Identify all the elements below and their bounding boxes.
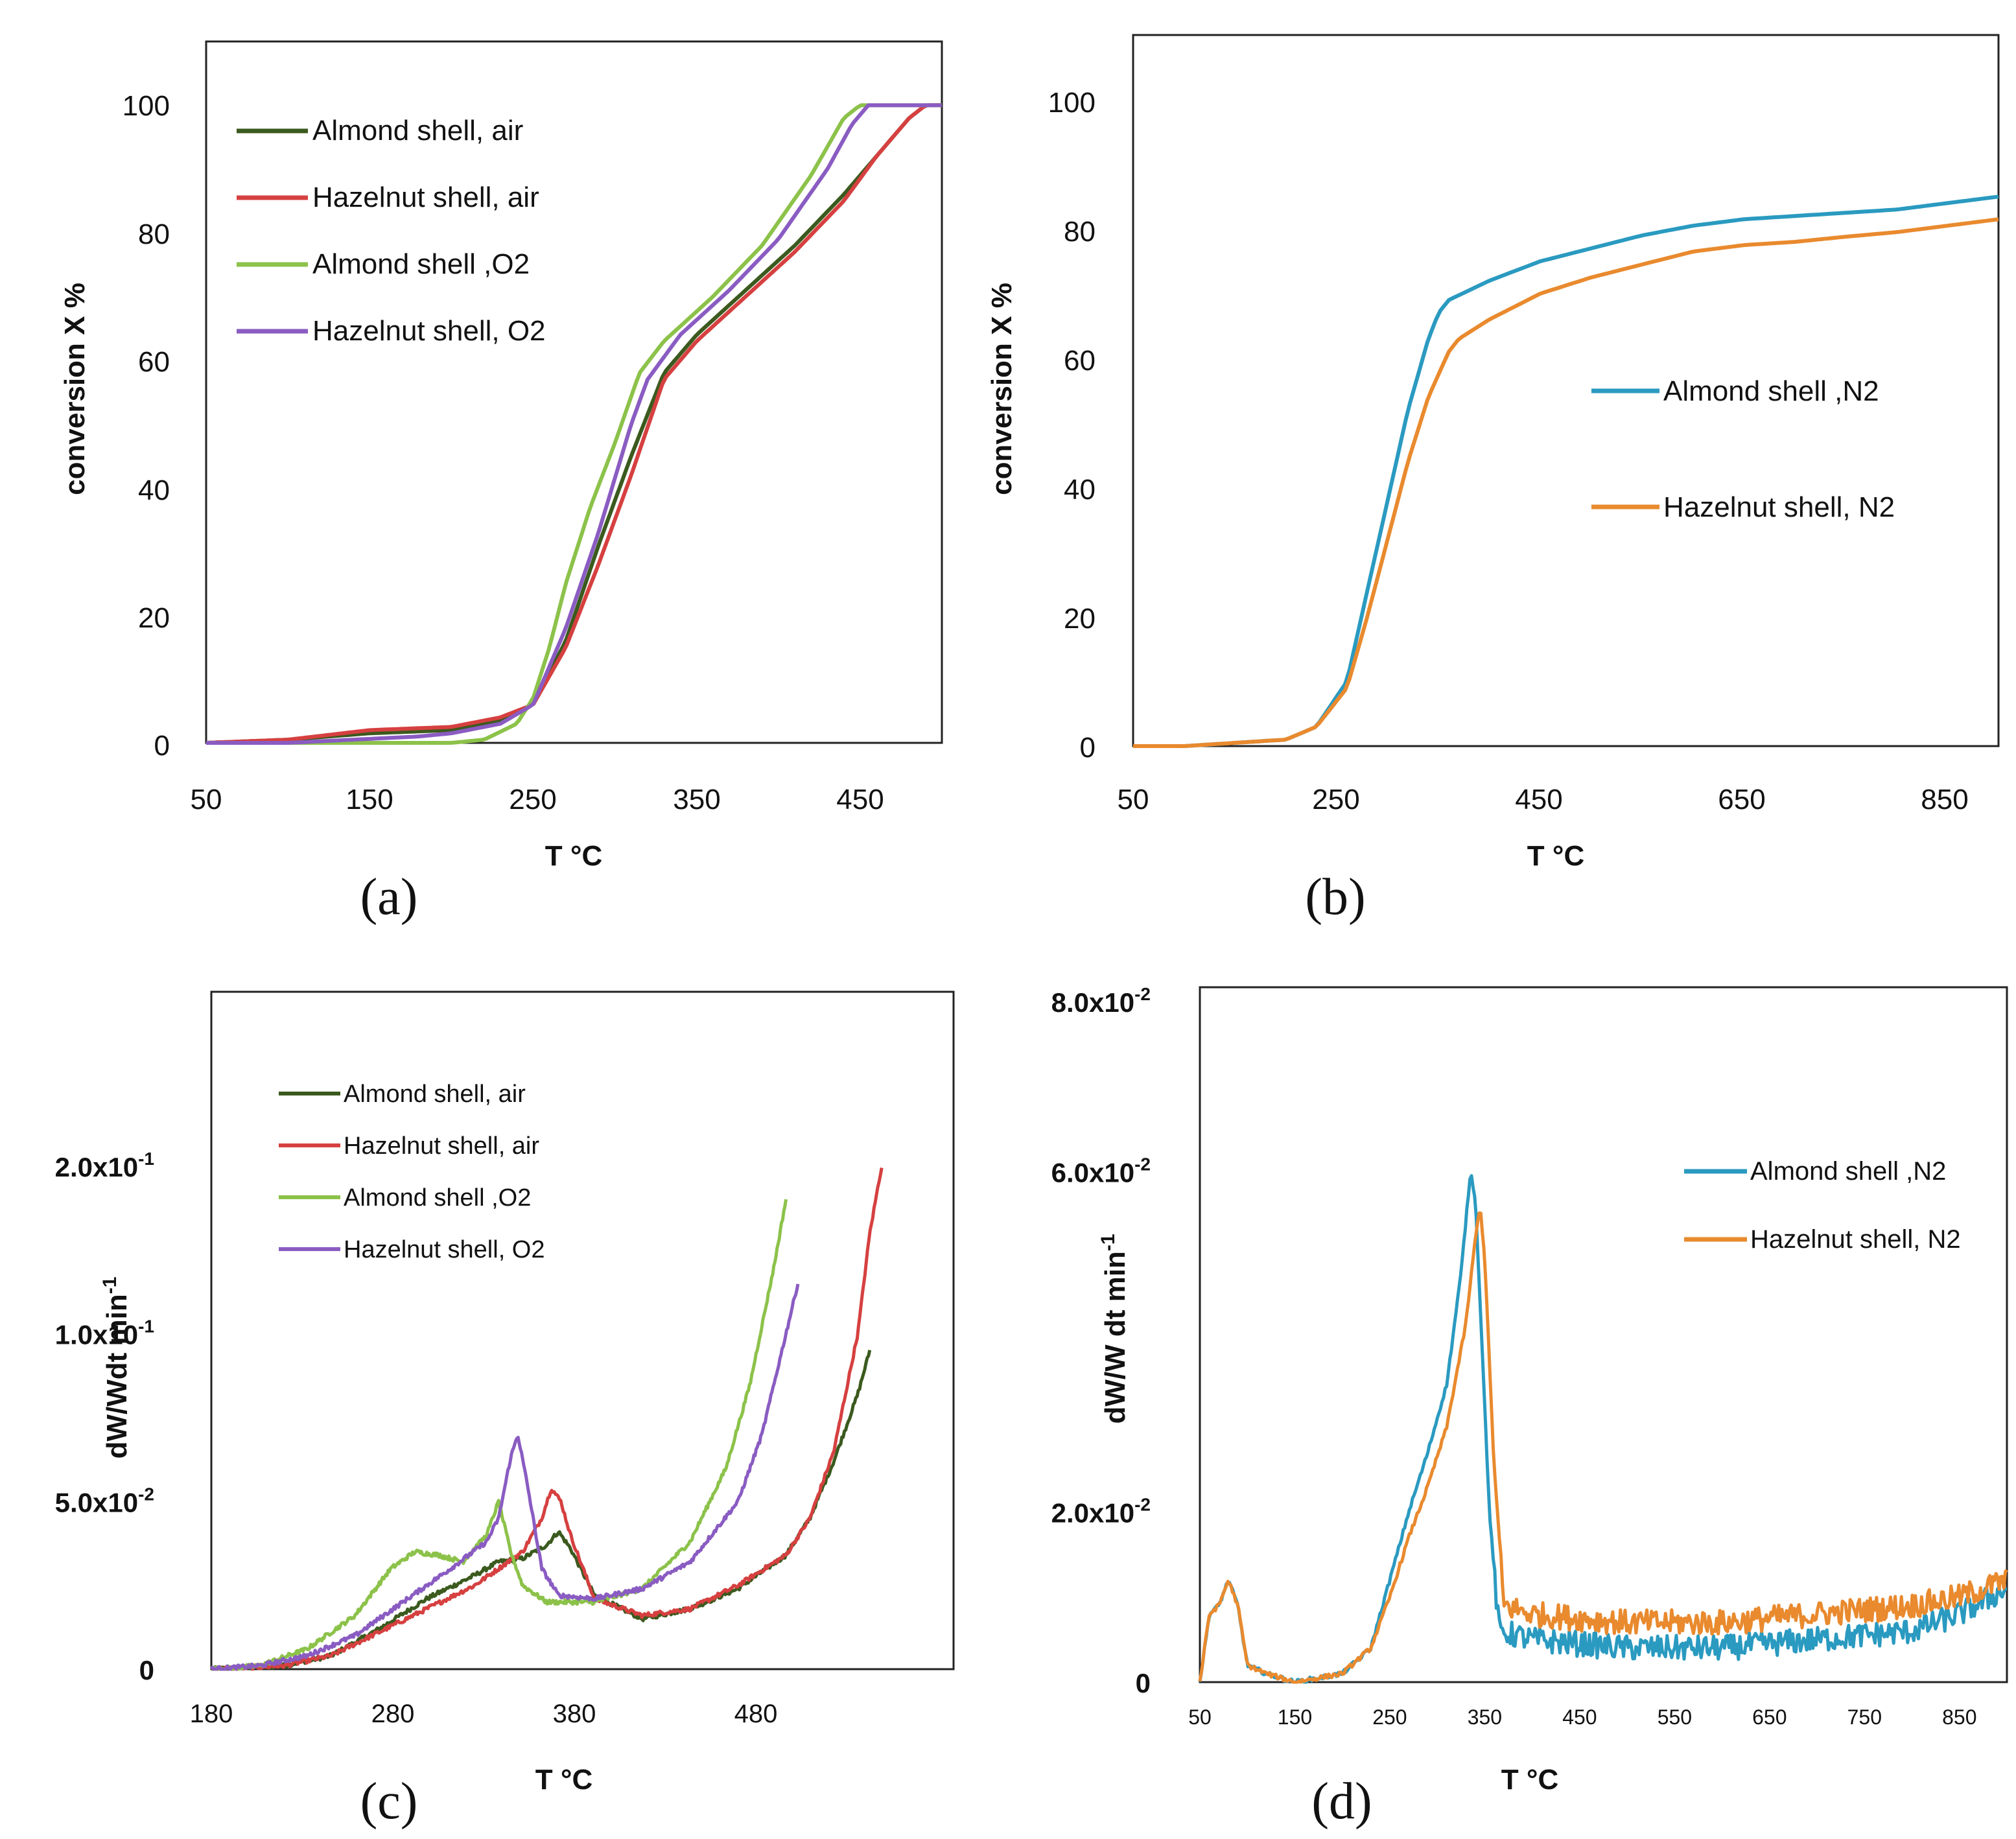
x-tick-label: 50 [1118, 784, 1149, 815]
y-tick-label: 100 [1048, 87, 1096, 119]
x-tick-label: 850 [1942, 1705, 1976, 1729]
series-line-hazelnut-shell-n2 [1198, 1211, 2008, 1684]
series-line-hazelnut-shell-o2 [209, 1283, 800, 1671]
x-ticks-d: 50 150 250 350 450 550 650 750 850 [1188, 1705, 1976, 1729]
y-tick-label: 60 [138, 346, 170, 378]
legend-label: Almond shell ,N2 [1750, 1157, 1946, 1186]
legend-label: Almond shell ,O2 [344, 1184, 531, 1212]
x-tick-label: 50 [1188, 1705, 1212, 1729]
x-tick-label: 750 [1847, 1705, 1882, 1729]
plot-frame-c [210, 990, 955, 1670]
x-tick-label: 480 [734, 1700, 778, 1728]
y-tick-label: 2.0x10-1 [55, 1149, 154, 1182]
x-axis-title: T °C [1527, 840, 1584, 872]
x-tick-label: 350 [1468, 1705, 1502, 1729]
plot-frame-a [205, 40, 943, 744]
x-tick-label: 50 [191, 784, 222, 815]
series-line-almond-shell-o2 [206, 103, 942, 745]
y-ticks-d: 0 2.0x10-2 6.0x10-2 8.0x10-2 [1051, 984, 1151, 1698]
plot-frame-b [1132, 34, 2000, 747]
series-line-almond-shell-o2 [209, 1199, 788, 1671]
y-tick-label: 60 [1064, 345, 1096, 377]
y-tick-label: 100 [123, 90, 170, 122]
series-group-b [1133, 194, 1999, 748]
legend-d: Almond shell ,N2 Hazelnut shell, N2 [1684, 1157, 1961, 1254]
x-tick-label: 450 [836, 784, 884, 815]
legend-label: Almond shell, air [344, 1081, 526, 1108]
x-tick-label: 250 [509, 784, 556, 815]
legend-label: Almond shell, air [312, 115, 523, 146]
legend-label: Almond shell ,N2 [1663, 375, 1879, 407]
panel-c: 0 5.0x10-2 1.0x10-1 2.0x10-1 180 280 380 48… [55, 990, 955, 1830]
x-tick-label: 250 [1372, 1705, 1407, 1729]
y-tick-label: 0 [154, 730, 170, 762]
legend-b: Almond shell ,N2 Hazelnut shell, N2 [1591, 375, 1895, 523]
x-tick-label: 450 [1515, 784, 1562, 815]
y-tick-label: 80 [1064, 216, 1096, 248]
y-tick-label: 8.0x10-2 [1051, 984, 1151, 1018]
y-axis-title: conversion X % [986, 283, 1018, 495]
x-tick-label: 150 [346, 784, 393, 815]
y-tick-label: 40 [138, 474, 170, 506]
x-tick-label: 350 [673, 784, 720, 815]
panel-d: 0 2.0x10-2 6.0x10-2 8.0x10-2 50 150 250 350 450… [1051, 984, 2008, 1830]
x-tick-label: 450 [1562, 1705, 1597, 1729]
series-group-c [209, 1167, 884, 1671]
y-tick-label: 80 [138, 218, 170, 250]
plot-frame-d [1199, 986, 2008, 1683]
y-tick-label: 2.0x10-2 [1051, 1495, 1151, 1529]
series-line-hazelnut-shell-air [210, 1167, 884, 1671]
y-tick-label: 40 [1064, 474, 1096, 506]
x-axis-title: T °C [545, 840, 602, 872]
panel-b: 0 20 40 60 80 100 50 250 450 650 850 con… [986, 34, 2000, 926]
panel-label-b: (b) [1305, 869, 1365, 926]
y-axis-title: dW/W dt min-1 [1097, 1234, 1131, 1423]
y-tick-label: 0 [139, 1655, 154, 1685]
legend-a: Almond shell, air Hazelnut shell, air Al… [237, 115, 546, 347]
y-tick-label: 1.0x10-1 [55, 1317, 154, 1350]
y-axis-title: dW/Wdt min-1 [99, 1277, 133, 1459]
x-tick-label: 650 [1718, 784, 1765, 815]
legend-label: Hazelnut shell, air [312, 182, 539, 213]
x-tick-label: 150 [1278, 1705, 1312, 1729]
panel-label-c: (c) [360, 1773, 418, 1830]
y-tick-label: 0 [1080, 732, 1096, 764]
panel-label-a: (a) [360, 869, 418, 926]
series-line-hazelnut-shell-n2 [1133, 217, 1999, 748]
y-ticks-c: 0 5.0x10-2 1.0x10-1 2.0x10-1 [55, 1149, 154, 1685]
legend-label: Hazelnut shell, air [344, 1132, 539, 1160]
x-axis-title: T °C [535, 1764, 592, 1796]
series-line-hazelnut-shell-air [205, 103, 942, 745]
legend-label: Hazelnut shell, N2 [1750, 1225, 1961, 1254]
x-tick-label: 550 [1658, 1705, 1692, 1729]
legend-label: Hazelnut shell, N2 [1663, 491, 1895, 523]
x-axis-title: T °C [1501, 1764, 1558, 1796]
series-line-hazelnut-shell-o2 [206, 103, 942, 745]
x-tick-label: 850 [1921, 784, 1968, 815]
y-tick-label: 6.0x10-2 [1051, 1154, 1151, 1188]
panel-label-d: (d) [1311, 1773, 1372, 1830]
y-axis-title: conversion X % [59, 283, 91, 495]
y-tick-label: 0 [1136, 1668, 1151, 1698]
panel-a: 0 20 40 60 80 100 50 150 250 350 450 con… [59, 40, 943, 926]
legend-label: Hazelnut shell, O2 [344, 1236, 545, 1263]
legend-label: Hazelnut shell, O2 [312, 315, 546, 347]
x-tick-label: 380 [553, 1700, 596, 1728]
series-group-d [1198, 1174, 2008, 1684]
series-group-a [205, 103, 942, 745]
y-tick-label: 20 [138, 602, 170, 634]
x-tick-label: 180 [190, 1700, 233, 1728]
legend-c: Almond shell, air Hazelnut shell, air Al… [279, 1081, 545, 1263]
x-tick-label: 280 [371, 1700, 415, 1728]
y-tick-label: 5.0x10-2 [55, 1484, 154, 1517]
x-tick-label: 250 [1312, 784, 1359, 815]
legend-label: Almond shell ,O2 [312, 248, 530, 280]
y-tick-label: 20 [1064, 603, 1096, 635]
x-tick-label: 650 [1752, 1705, 1787, 1729]
